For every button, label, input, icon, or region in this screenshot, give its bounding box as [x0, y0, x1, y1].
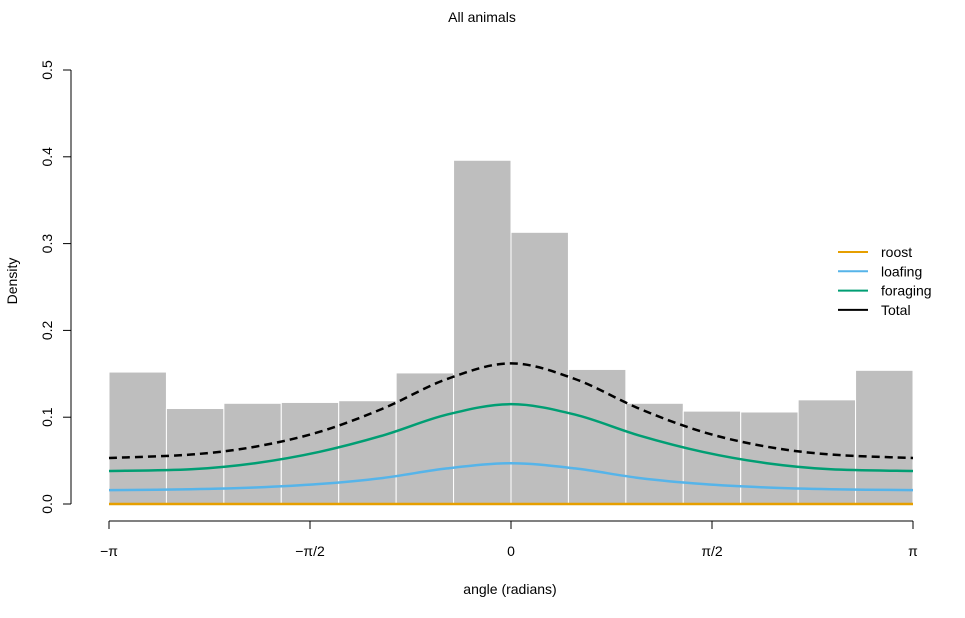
y-tick-label: 0.1	[39, 407, 55, 427]
x-tick-label: 0	[507, 543, 515, 559]
histogram-bar	[338, 400, 397, 505]
legend-label: Total	[881, 302, 911, 318]
histogram-bars	[108, 159, 914, 505]
y-tick-label: 0.4	[39, 147, 55, 167]
y-tick-label: 0.3	[39, 234, 55, 254]
x-axis-label: angle (radians)	[463, 581, 556, 597]
histogram-bar	[108, 371, 167, 505]
chart-title: All animals	[448, 9, 516, 25]
y-tick-label: 0.5	[39, 60, 55, 80]
histogram-bar	[855, 369, 914, 505]
histogram-bar	[453, 159, 512, 505]
y-axis-label: Density	[4, 258, 20, 305]
histogram-bar	[625, 402, 684, 505]
x-axis: −π −π/2 0 π/2 π	[100, 520, 918, 559]
y-tick-label: 0.0	[39, 494, 55, 514]
legend-label: loafing	[881, 263, 922, 279]
histogram-bar	[395, 372, 455, 505]
x-tick-label: π	[908, 543, 918, 559]
legend: roost loafing foraging Total	[838, 244, 932, 318]
legend-label: roost	[881, 244, 912, 260]
series-line-loafing	[108, 461, 914, 492]
series-line-total	[108, 362, 914, 460]
x-tick-label: −π/2	[295, 543, 325, 559]
x-tick-label: −π	[100, 543, 118, 559]
y-tick-label: 0.2	[39, 320, 55, 340]
histogram-bar	[740, 411, 799, 505]
legend-label: foraging	[881, 283, 932, 299]
y-axis: 0.0 0.1 0.2 0.3 0.4 0.5	[39, 60, 72, 514]
x-tick-label: π/2	[701, 543, 723, 559]
histogram-bar	[567, 368, 627, 505]
series-line-foraging	[108, 402, 914, 473]
density-curves	[108, 362, 914, 506]
